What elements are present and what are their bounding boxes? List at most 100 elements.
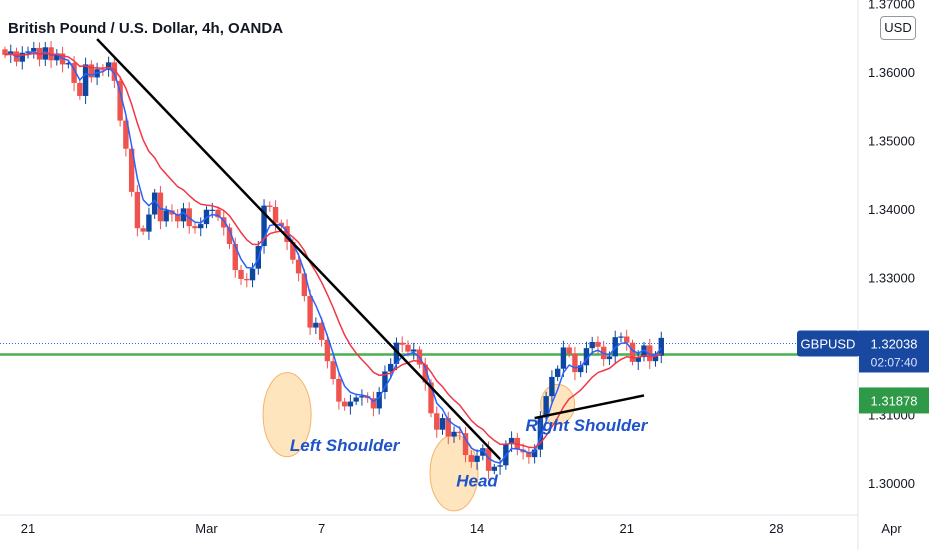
candle[interactable] — [618, 332, 624, 342]
x-tick-label: 28 — [769, 521, 783, 536]
candle[interactable] — [474, 449, 480, 470]
candle-body — [284, 226, 290, 242]
currency-button[interactable]: USD — [880, 16, 916, 40]
downtrend-line[interactable] — [96, 38, 501, 461]
candle[interactable] — [77, 79, 83, 100]
candle[interactable] — [583, 341, 590, 373]
candle-body — [589, 341, 595, 349]
y-tick-label: 1.30000 — [868, 476, 915, 491]
candle[interactable] — [336, 372, 342, 410]
candle-body — [393, 342, 400, 364]
candle[interactable] — [652, 351, 659, 367]
candle[interactable] — [249, 262, 256, 288]
candle[interactable] — [624, 329, 630, 351]
candle[interactable] — [353, 394, 359, 406]
candle-body — [480, 448, 486, 456]
candle[interactable] — [117, 75, 123, 127]
candle[interactable] — [376, 387, 382, 415]
candle-body — [140, 228, 146, 232]
candle[interactable] — [169, 204, 175, 222]
candle[interactable] — [295, 253, 302, 282]
candle[interactable] — [641, 341, 647, 362]
candle[interactable] — [439, 413, 446, 435]
candle[interactable] — [347, 394, 354, 415]
candle[interactable] — [31, 41, 37, 59]
candle[interactable] — [82, 57, 89, 105]
candle[interactable] — [2, 46, 8, 59]
candle[interactable] — [445, 411, 451, 445]
candle[interactable] — [572, 346, 578, 381]
candle[interactable] — [198, 217, 204, 237]
candle[interactable] — [543, 391, 549, 423]
candle[interactable] — [215, 206, 221, 221]
candle[interactable] — [462, 427, 469, 463]
candle[interactable] — [100, 64, 106, 77]
candle[interactable] — [175, 209, 181, 228]
candle[interactable] — [284, 219, 290, 251]
price-axis[interactable]: 1.300001.310001.320001.330001.340001.350… — [868, 0, 915, 491]
chart-title: British Pound / U.S. Dollar, 4h, OANDA — [8, 20, 284, 37]
candle[interactable] — [549, 370, 555, 405]
candle[interactable] — [232, 237, 238, 278]
candle[interactable] — [537, 411, 544, 458]
candle[interactable] — [629, 339, 636, 366]
candle[interactable] — [25, 46, 31, 59]
ema-fast-line[interactable] — [4, 50, 662, 464]
candle-body — [434, 413, 440, 430]
candle[interactable] — [301, 268, 308, 302]
candle[interactable] — [589, 336, 595, 355]
candle[interactable] — [238, 265, 244, 285]
candle[interactable] — [560, 340, 567, 377]
candle[interactable] — [330, 356, 336, 385]
candle[interactable] — [382, 365, 388, 400]
candle[interactable] — [480, 444, 486, 461]
candle[interactable] — [497, 458, 503, 475]
candle[interactable] — [192, 221, 198, 234]
candle[interactable] — [307, 289, 313, 336]
candle[interactable] — [146, 207, 152, 240]
candle[interactable] — [370, 391, 377, 417]
candle[interactable] — [399, 336, 405, 353]
candle[interactable] — [359, 389, 365, 406]
candle[interactable] — [566, 344, 572, 358]
candle[interactable] — [388, 358, 394, 379]
candle[interactable] — [411, 342, 417, 360]
candle[interactable] — [180, 202, 187, 228]
candle[interactable] — [134, 185, 141, 237]
candle-body — [77, 82, 83, 96]
candle[interactable] — [261, 199, 267, 254]
candle[interactable] — [19, 46, 25, 70]
candle[interactable] — [341, 397, 348, 411]
candle[interactable] — [123, 114, 129, 157]
candle[interactable] — [226, 223, 233, 249]
neckline[interactable] — [534, 394, 645, 420]
candle[interactable] — [526, 446, 532, 464]
candle[interactable] — [88, 60, 95, 83]
candle[interactable] — [244, 273, 250, 288]
candle[interactable] — [128, 144, 135, 197]
candle[interactable] — [151, 188, 158, 219]
candle[interactable] — [554, 365, 561, 382]
candle[interactable] — [140, 225, 146, 236]
candle[interactable] — [491, 463, 498, 475]
ema-slow-line[interactable] — [4, 52, 662, 449]
candle-body — [71, 63, 77, 83]
candle[interactable] — [71, 56, 77, 92]
candle[interactable] — [658, 331, 664, 364]
candle[interactable] — [577, 361, 584, 378]
candle[interactable] — [324, 333, 331, 369]
time-axis[interactable]: 21 Mar 7 14 21 28 Apr — [21, 521, 903, 536]
candle[interactable] — [318, 317, 325, 347]
candle[interactable] — [267, 201, 273, 212]
candle[interactable] — [434, 406, 440, 438]
candle[interactable] — [422, 357, 428, 391]
candle[interactable] — [221, 210, 227, 236]
candle-body — [65, 63, 72, 65]
candle[interactable] — [451, 426, 457, 443]
candle-body — [439, 418, 446, 430]
candle[interactable] — [468, 450, 474, 468]
candle[interactable] — [313, 317, 319, 335]
candle[interactable] — [54, 49, 60, 66]
